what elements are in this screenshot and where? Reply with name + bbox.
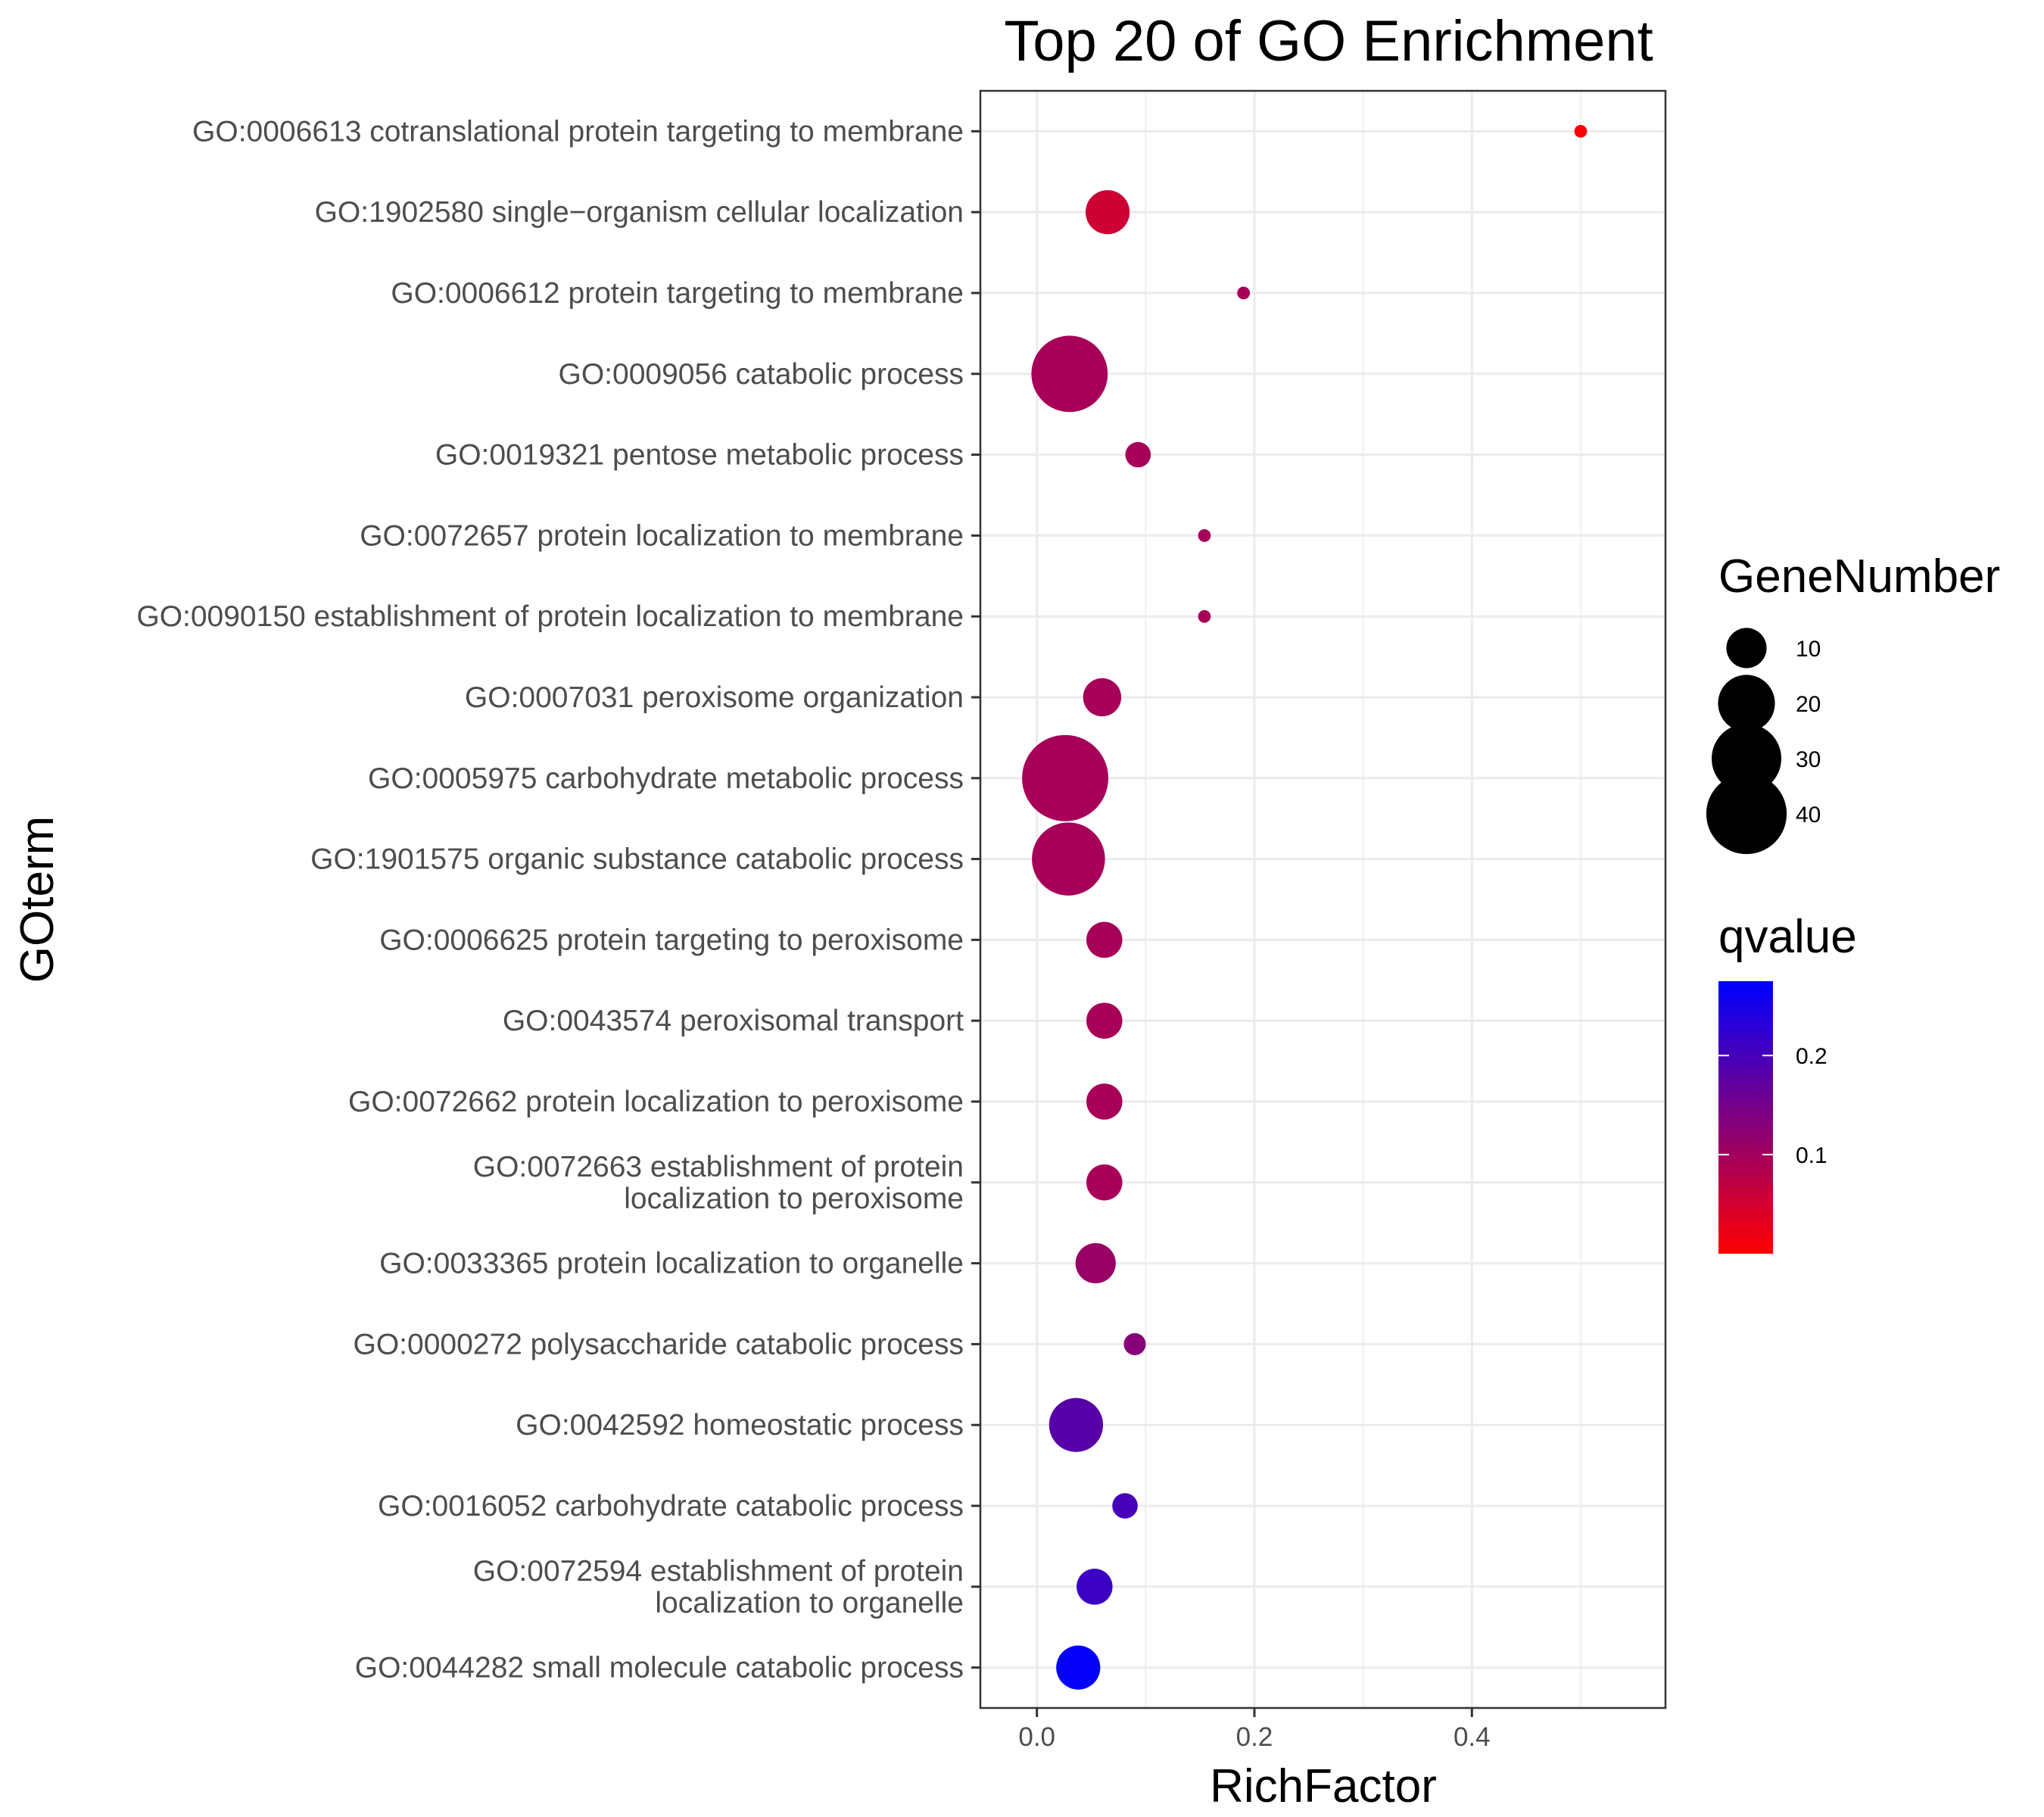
data-point — [1031, 335, 1108, 413]
data-point — [1123, 1332, 1146, 1355]
color-legend-title: qvalue — [1718, 911, 1857, 963]
plot-panel-border — [979, 89, 1667, 1709]
y-tick-label: GO:0072662 protein localization to perox… — [348, 1086, 964, 1118]
data-point — [1086, 921, 1123, 958]
data-point — [1112, 1493, 1138, 1519]
color-legend: qvalue 0.1 0.2 — [1718, 911, 1857, 1254]
y-tick-label: GO:0043574 peroxisomal transport — [503, 1005, 964, 1037]
color-legend-label: 0.1 — [1796, 1143, 1827, 1168]
size-legend-key — [1718, 675, 1775, 732]
color-legend-label: 0.2 — [1796, 1044, 1827, 1069]
y-tick-label: localization to organelle — [655, 1587, 964, 1619]
size-legend-key — [1726, 628, 1767, 669]
size-legend: GeneNumber 10 20 30 40 — [1706, 550, 2000, 855]
x-tick-label: 0.0 — [1018, 1722, 1055, 1752]
size-legend-title: GeneNumber — [1718, 550, 2000, 603]
size-legend-label: 10 — [1796, 637, 1821, 662]
y-tick-label: GO:0072657 protein localization to membr… — [360, 519, 964, 552]
y-tick-label: GO:0042592 homeostatic process — [516, 1409, 964, 1441]
chart-title: Top 20 of GO Enrichment — [1004, 9, 1653, 73]
data-point — [1086, 1002, 1123, 1039]
y-tick-label: GO:0006612 protein targeting to membrane — [391, 277, 964, 310]
y-tick-label: GO:0033365 protein localization to organ… — [379, 1248, 964, 1280]
y-tick-label: GO:0006625 protein targeting to peroxiso… — [379, 924, 964, 956]
x-axis-title: RichFactor — [1210, 1760, 1437, 1812]
data-point — [1075, 1243, 1116, 1284]
data-point — [1574, 125, 1588, 138]
size-legend-label: 40 — [1796, 803, 1821, 827]
data-point — [1198, 529, 1211, 542]
y-tick-label: GO:0016052 carbohydrate catabolic proces… — [378, 1490, 964, 1522]
data-points — [1022, 125, 1588, 1690]
grid — [980, 91, 1665, 1708]
data-point — [1198, 609, 1211, 623]
x-axis: 0.0 0.2 0.4 — [1018, 1708, 1491, 1752]
y-tick-label: GO:1901575 organic substance catabolic p… — [310, 843, 964, 876]
data-point — [1083, 678, 1122, 717]
y-tick-label: GO:0005975 carbohydrate metabolic proces… — [368, 762, 964, 795]
data-point — [1085, 190, 1130, 235]
y-tick-label: GO:0009056 catabolic process — [559, 358, 964, 391]
y-tick-label: GO:0090150 establishment of protein loca… — [136, 600, 964, 633]
data-point — [1237, 286, 1251, 300]
size-legend-key — [1711, 723, 1782, 794]
data-point — [1056, 1645, 1101, 1690]
y-tick-label: GO:0019321 pentose metabolic process — [435, 439, 964, 472]
size-legend-label: 30 — [1796, 747, 1821, 772]
x-tick-label: 0.2 — [1236, 1722, 1273, 1752]
y-tick-label: GO:0000272 polysaccharide catabolic proc… — [354, 1328, 964, 1360]
y-tick-label: GO:0007031 peroxisome organization — [465, 681, 964, 714]
data-point — [1032, 822, 1105, 896]
data-point — [1077, 1569, 1113, 1605]
color-bar — [1718, 981, 1773, 1254]
y-axis-title: GOterm — [11, 816, 64, 983]
size-legend-key — [1706, 773, 1787, 855]
y-tick-label: GO:0044282 small molecule catabolic proc… — [355, 1652, 964, 1685]
y-tick-label: GO:1902580 single−organism cellular loca… — [315, 196, 964, 229]
data-point — [1022, 734, 1109, 821]
x-tick-label: 0.4 — [1454, 1722, 1491, 1752]
data-point — [1125, 441, 1151, 468]
y-tick-label: GO:0072594 establishment of protein — [473, 1555, 964, 1588]
data-point — [1048, 1398, 1104, 1452]
y-axis: GO:0006613 cotranslational protein targe… — [136, 115, 980, 1685]
y-tick-label: GO:0006613 cotranslational protein targe… — [192, 115, 964, 148]
data-point — [1086, 1083, 1123, 1120]
data-point — [1086, 1164, 1123, 1201]
y-tick-label: localization to peroxisome — [624, 1183, 964, 1215]
size-legend-label: 20 — [1796, 692, 1821, 717]
y-tick-label: GO:0072663 establishment of protein — [473, 1151, 964, 1183]
